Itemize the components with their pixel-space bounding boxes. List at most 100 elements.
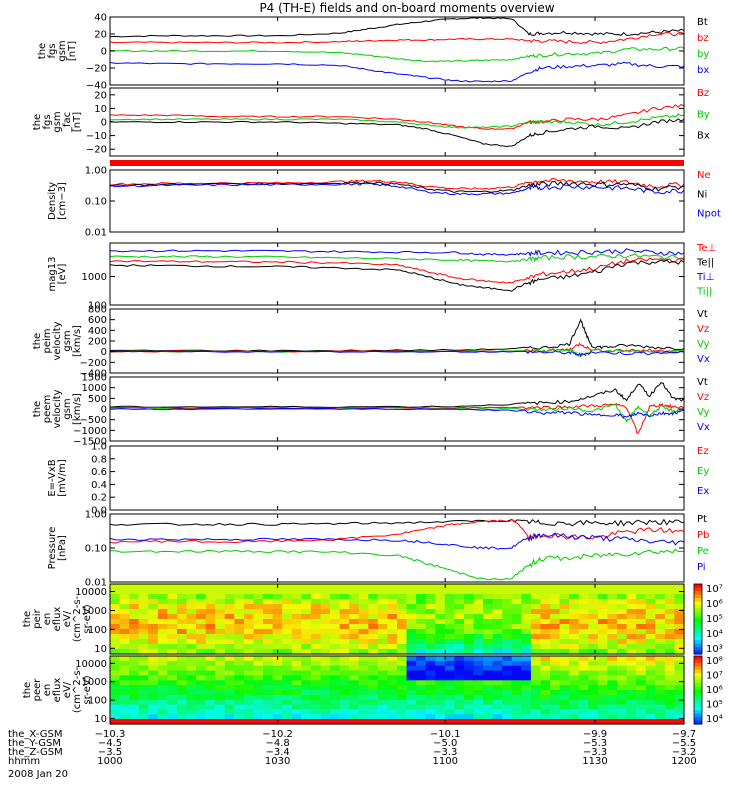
heatmap-cell — [473, 644, 484, 650]
heatmap-cell — [425, 594, 436, 600]
heatmap-cell — [387, 649, 398, 655]
heatmap-cell — [578, 699, 589, 706]
heatmap-cell — [597, 656, 609, 662]
heatmap-cell — [176, 624, 188, 630]
heatmap-cell — [483, 589, 494, 595]
heatmap-cell — [196, 660, 207, 667]
heatmap-cell — [416, 670, 427, 677]
heatmap-cell — [597, 584, 609, 590]
heatmap-cell — [435, 644, 446, 650]
heatmap-cell — [454, 680, 465, 686]
heatmap-cell — [416, 624, 427, 630]
legend-Vt: Vt — [697, 377, 708, 388]
heatmap-cell — [129, 685, 140, 691]
heatmap-cell — [435, 680, 446, 686]
heatmap-cell — [588, 649, 599, 655]
heatmap-cell — [253, 665, 264, 672]
heatmap-cell — [272, 714, 283, 720]
heatmap-cell — [377, 675, 389, 681]
heatmap-cell — [138, 665, 149, 672]
y-axis-label: gsm — [62, 330, 73, 351]
heatmap-cell — [205, 584, 216, 590]
heatmap-cell — [129, 709, 140, 715]
heatmap-cell — [463, 604, 475, 610]
heatmap-cell — [330, 699, 341, 706]
heatmap-cell — [502, 685, 513, 691]
heatmap-cell — [473, 656, 484, 662]
heatmap-cell — [597, 649, 609, 655]
heatmap-cell — [416, 629, 427, 635]
heatmap-cell — [578, 609, 589, 615]
heatmap-cell — [176, 619, 188, 625]
heatmap-cell — [511, 619, 522, 625]
heatmap-cell — [444, 704, 455, 711]
heatmap-cell — [435, 714, 446, 720]
heatmap-cell — [511, 714, 522, 720]
heatmap-cell — [148, 634, 159, 640]
heatmap-cell — [550, 589, 561, 595]
heatmap-cell — [196, 719, 207, 725]
heatmap-cell — [645, 584, 656, 590]
heatmap-cell — [368, 665, 379, 672]
heatmap-cell — [521, 670, 532, 677]
heatmap-cell — [263, 665, 274, 672]
heatmap-cell — [196, 589, 207, 595]
heatmap-cell — [530, 614, 542, 620]
heatmap-cell — [368, 714, 379, 720]
heatmap-cell — [588, 680, 599, 686]
heatmap-cell — [272, 675, 283, 681]
heatmap-cell — [444, 699, 455, 706]
heatmap-cell — [157, 584, 168, 590]
heatmap-cell — [167, 594, 178, 600]
heatmap-cell — [387, 599, 398, 605]
heatmap-cell — [377, 660, 389, 667]
heatmap-cell — [588, 614, 599, 620]
heatmap-cell — [358, 675, 369, 681]
heatmap-cell — [224, 665, 235, 672]
heatmap-cell — [138, 589, 149, 595]
colorbar-segment — [694, 696, 702, 701]
heatmap-cell — [253, 714, 264, 720]
colorbar-segment — [694, 608, 702, 613]
heatmap-cell — [224, 704, 235, 711]
heatmap-cell — [578, 675, 589, 681]
heatmap-cell — [205, 614, 216, 620]
heatmap-cell — [339, 589, 350, 595]
heatmap-cell — [119, 656, 130, 662]
heatmap-cell — [502, 619, 513, 625]
y-axis-label: Density — [47, 182, 58, 220]
heatmap-cell — [454, 634, 465, 640]
heatmap-cell — [617, 699, 628, 706]
heatmap-cell — [569, 714, 580, 720]
heatmap-cell — [645, 629, 656, 635]
heatmap-cell — [511, 624, 522, 630]
heatmap-cell — [167, 709, 178, 715]
heatmap-cell — [157, 644, 168, 650]
heatmap-cell — [521, 709, 532, 715]
heatmap-cell — [530, 685, 542, 691]
heatmap-cell — [454, 714, 465, 720]
heatmap-cell — [463, 619, 475, 625]
heatmap-cell — [253, 634, 264, 640]
heatmap-cell — [425, 709, 436, 715]
heatmap-cell — [186, 699, 197, 706]
heatmap-cell — [607, 660, 618, 667]
heatmap-cell — [483, 594, 494, 600]
heatmap-cell — [196, 599, 207, 605]
heatmap-cell — [492, 670, 503, 677]
heatmap-cell — [540, 639, 551, 645]
heatmap-cell — [502, 656, 513, 662]
heatmap-cell — [291, 670, 302, 677]
heatmap-cell — [272, 639, 283, 645]
series-Te|| — [109, 259, 685, 292]
heatmap-cell — [588, 670, 599, 677]
colorbar-frame — [693, 583, 703, 655]
heatmap-cell — [310, 599, 322, 605]
heatmap-cell — [617, 634, 628, 640]
heatmap-cell — [597, 594, 609, 600]
heatmap-cell — [205, 704, 216, 711]
heatmap-cell — [559, 690, 570, 696]
heatmap-cell — [215, 660, 226, 667]
heatmap-cell — [282, 680, 293, 686]
heatmap-cell — [617, 649, 628, 655]
